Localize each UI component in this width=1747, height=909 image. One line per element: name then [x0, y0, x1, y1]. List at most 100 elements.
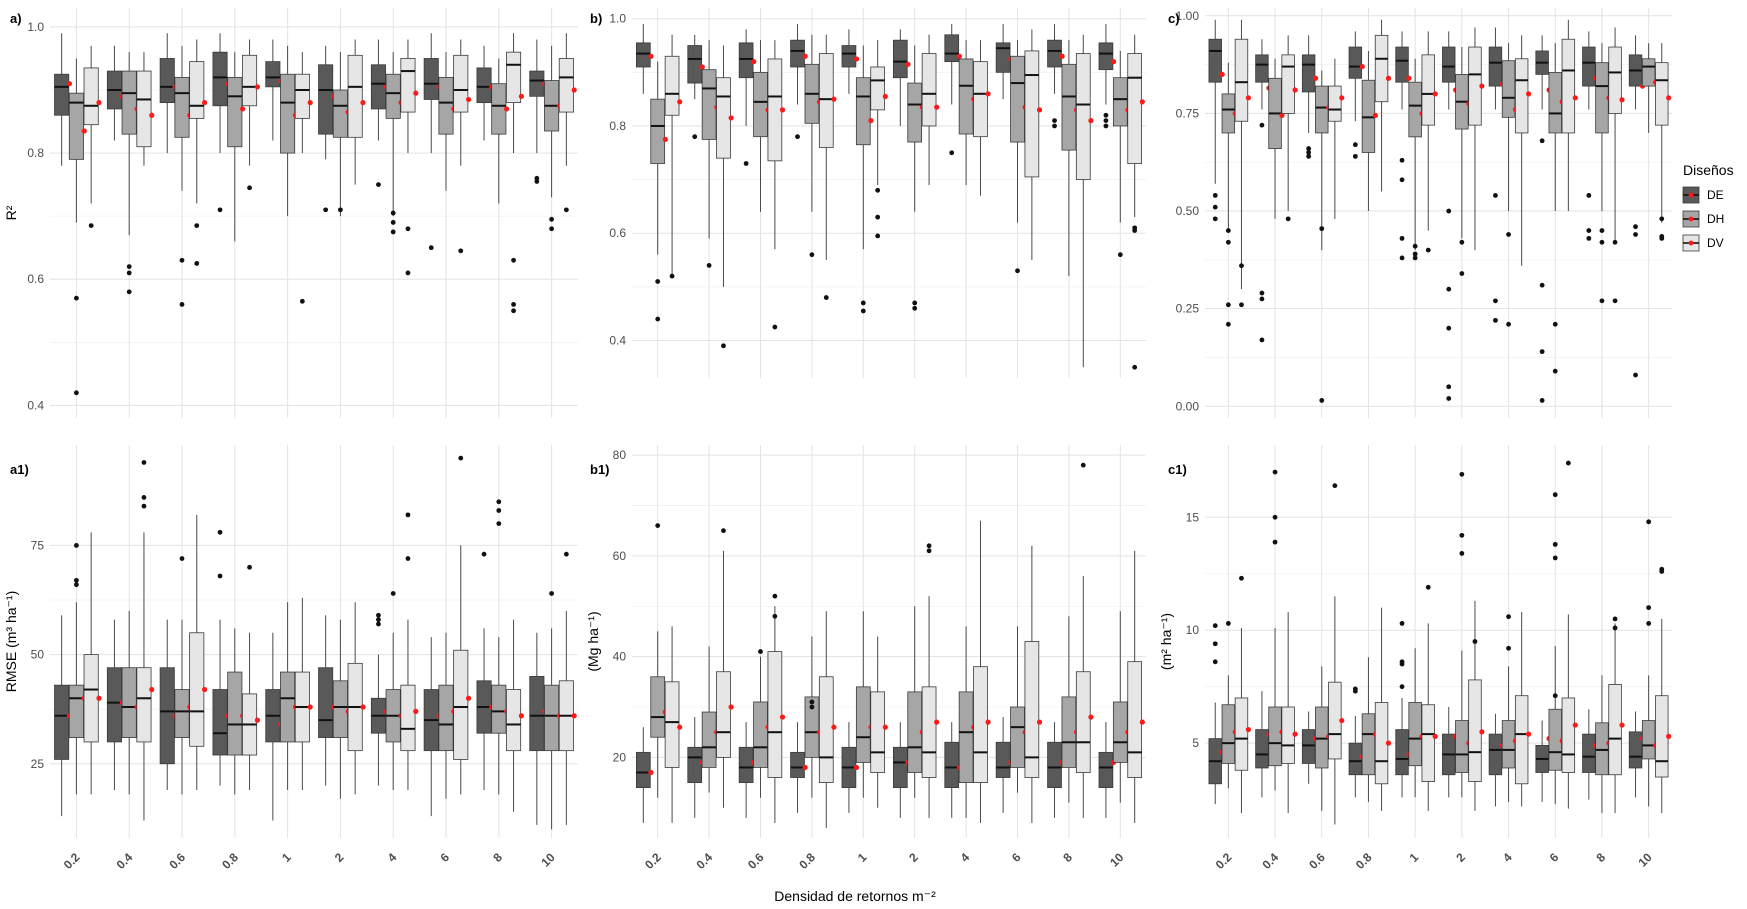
outlier-point — [405, 556, 411, 561]
mean-point — [254, 717, 260, 723]
box-dh — [1010, 40, 1028, 274]
outlier-point — [390, 591, 396, 596]
box-de — [687, 34, 705, 140]
outlier-point — [1459, 532, 1465, 538]
box-body — [1488, 733, 1503, 776]
box-dh — [958, 626, 977, 818]
outlier-point — [1080, 462, 1086, 468]
box-dv — [242, 39, 260, 191]
outlier-point — [299, 298, 305, 304]
box-dv — [1281, 35, 1298, 222]
box-dv — [1608, 616, 1625, 814]
box-dv — [973, 40, 991, 196]
mean-point — [1219, 71, 1225, 77]
box-de — [1535, 720, 1552, 802]
x-tick-label: 0.8 — [219, 850, 241, 872]
outlier-point — [758, 649, 763, 654]
outlier-point — [706, 262, 712, 268]
box-body — [121, 70, 137, 135]
outlier-point — [875, 187, 881, 193]
box-dv — [1075, 34, 1094, 368]
outlier-point — [390, 210, 396, 216]
box-dv — [921, 543, 940, 818]
outlier-point — [1506, 614, 1511, 620]
box-body — [212, 51, 228, 107]
box-dv — [83, 45, 102, 229]
box-body — [1408, 702, 1422, 767]
legend-mean-point — [1688, 192, 1694, 198]
outlier-point — [1633, 372, 1638, 378]
outlier-point — [496, 521, 502, 526]
box-body — [818, 676, 834, 783]
box-dv — [1655, 43, 1672, 241]
legend-label: DV — [1707, 236, 1724, 250]
legend-mean-point — [1688, 216, 1694, 222]
outlier-point — [926, 543, 932, 549]
outlier-point — [1117, 252, 1123, 258]
outlier-point — [1599, 239, 1605, 245]
box-dh — [1361, 657, 1378, 802]
box-dh — [1595, 675, 1612, 814]
outlier-point — [875, 233, 881, 239]
box-body — [189, 632, 205, 747]
box-dh — [1010, 626, 1028, 793]
outlier-point — [1633, 232, 1638, 237]
outlier-point — [912, 300, 918, 306]
outlier-point — [1306, 153, 1312, 159]
box-body — [1328, 85, 1342, 122]
outlier-point — [1425, 247, 1431, 253]
outlier-point — [1659, 235, 1665, 241]
mean-point — [254, 84, 260, 90]
box-dh — [1501, 43, 1519, 327]
box-body — [136, 70, 152, 148]
box-body — [1047, 39, 1062, 68]
box-dv — [558, 33, 577, 213]
box-body — [1047, 741, 1062, 789]
box-dv — [973, 520, 991, 823]
box-body — [1281, 706, 1295, 764]
outlier-point — [376, 612, 381, 618]
outlier-point — [74, 543, 79, 548]
outlier-point — [1646, 621, 1652, 626]
x-tick-label: 0.2 — [642, 850, 664, 872]
outlier-point — [772, 324, 778, 330]
outlier-point — [1319, 398, 1325, 403]
mean-point — [853, 764, 860, 771]
outlier-point — [74, 582, 79, 588]
box-body — [944, 34, 960, 63]
mean-point — [465, 96, 472, 103]
outlier-point — [809, 704, 815, 710]
outlier-point — [126, 289, 132, 295]
box-body — [753, 71, 768, 138]
box-body — [1421, 704, 1435, 782]
x-tick-label: 1 — [279, 850, 294, 865]
box-body — [767, 58, 783, 162]
outlier-point — [141, 495, 147, 500]
x-tick-label: 1 — [1407, 850, 1422, 865]
mean-point — [1525, 731, 1532, 737]
box-body — [635, 751, 651, 789]
mean-point — [1666, 733, 1672, 739]
y-tick-label: 80 — [613, 448, 627, 462]
x-tick-label: 6 — [1547, 850, 1562, 865]
outlier-point — [74, 577, 79, 583]
box-dh — [1268, 469, 1285, 791]
box-de — [1395, 31, 1412, 261]
box-dv — [294, 597, 313, 790]
outlier-point — [669, 273, 675, 279]
outlier-point — [772, 613, 778, 619]
y-tick-label: 60 — [613, 549, 627, 563]
outlier-point — [912, 305, 918, 311]
outlier-point — [405, 226, 411, 232]
panel-label: b1) — [590, 462, 610, 477]
box-body — [544, 684, 560, 752]
outlier-point — [126, 264, 132, 270]
box-de — [1208, 623, 1225, 805]
y-tick-label: 1.00 — [1176, 9, 1200, 23]
x-tick-label: 1 — [855, 850, 870, 865]
box-dv — [1514, 35, 1532, 266]
box-body — [54, 73, 70, 116]
mean-point — [1059, 53, 1065, 59]
outlier-point — [875, 214, 881, 220]
